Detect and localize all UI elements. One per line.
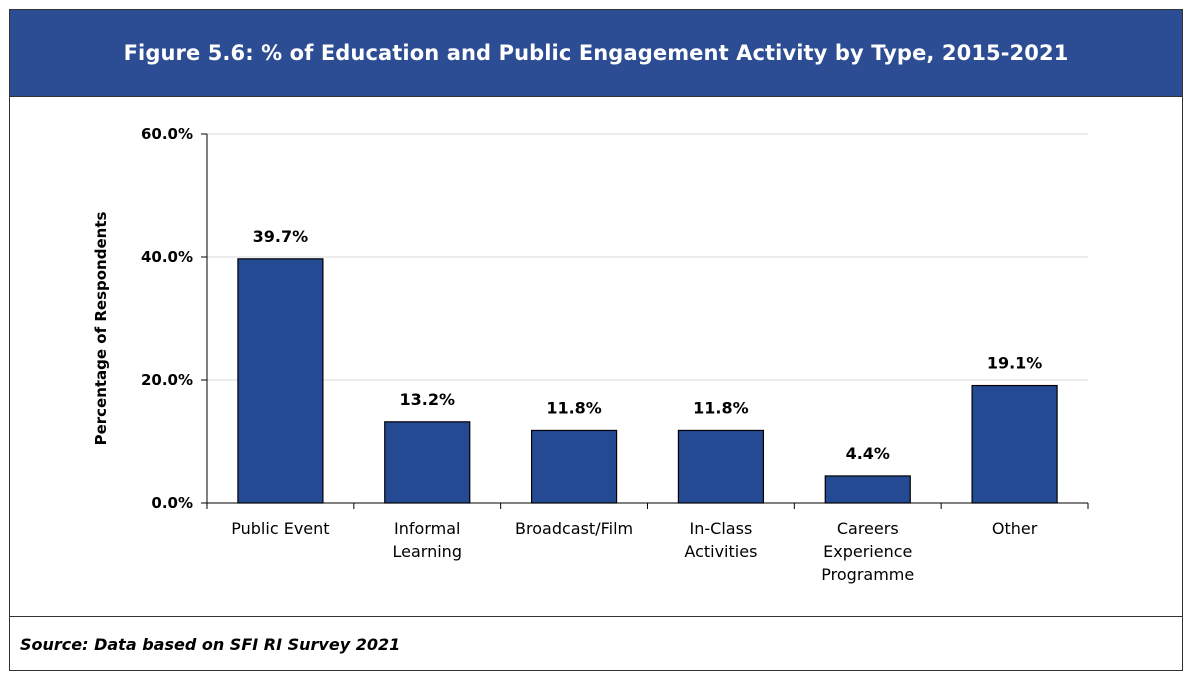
bar — [237, 258, 324, 504]
data-label: 13.2% — [399, 390, 455, 409]
bar — [971, 384, 1058, 504]
y-tick-label: 40.0% — [141, 248, 193, 266]
data-label: 11.8% — [693, 398, 749, 417]
x-category-label: Learning — [393, 542, 462, 561]
figure-frame: Figure 5.6: % of Education and Public En… — [9, 9, 1183, 671]
figure-header: Figure 5.6: % of Education and Public En… — [10, 10, 1182, 97]
bar — [824, 475, 911, 504]
x-category-label: Experience — [823, 542, 912, 561]
x-category-label: Careers — [837, 519, 899, 538]
bar — [384, 421, 471, 504]
bar — [530, 429, 618, 504]
y-axis-title: Percentage of Respondents — [92, 212, 110, 446]
data-label: 19.1% — [987, 354, 1043, 373]
y-tick-label: 0.0% — [151, 494, 193, 512]
data-label: 11.8% — [546, 398, 602, 417]
y-tick-label: 20.0% — [141, 371, 193, 389]
bar-chart: 0.0% 20.0% 40.0% 60.0% Percentage of Respond… — [92, 125, 1089, 584]
x-category-label: Other — [992, 519, 1038, 538]
x-category-label: Activities — [684, 542, 757, 561]
data-label: 39.7% — [253, 227, 309, 246]
source-note: Source: Data based on SFI RI Survey 2021 — [20, 634, 401, 654]
chart-area: 0.0% 20.0% 40.0% 60.0% Percentage of Respond… — [10, 97, 1182, 617]
y-tick-label: 60.0% — [141, 125, 193, 143]
x-category-label: Programme — [821, 565, 914, 584]
x-category-label: Public Event — [231, 519, 329, 538]
figure-footer: Source: Data based on SFI RI Survey 2021 — [10, 617, 1182, 671]
x-category-label: Informal — [394, 519, 460, 538]
x-category-label: Broadcast/Film — [515, 519, 633, 538]
x-category-label: In-Class — [690, 519, 753, 538]
data-label: 4.4% — [846, 444, 890, 463]
figure-title: Figure 5.6: % of Education and Public En… — [123, 41, 1069, 65]
bar — [677, 429, 765, 504]
